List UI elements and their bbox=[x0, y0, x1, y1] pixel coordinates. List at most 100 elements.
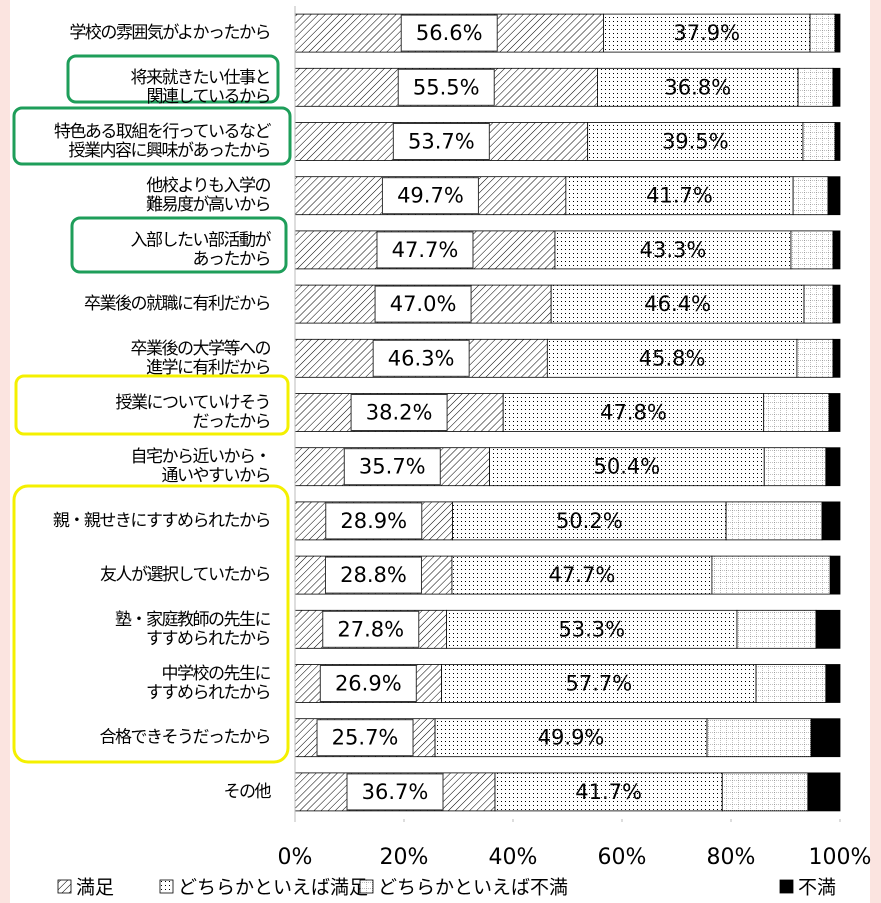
bar-segment bbox=[809, 13, 836, 53]
value-label: 50.2% bbox=[556, 509, 623, 533]
bar-segment bbox=[725, 501, 823, 541]
value-label: 49.9% bbox=[538, 726, 605, 750]
highlight-yellow bbox=[14, 374, 290, 436]
bar-segment bbox=[825, 664, 841, 703]
bar-segment bbox=[446, 609, 738, 649]
bar-segment bbox=[755, 664, 827, 703]
value-label: 47.0% bbox=[390, 292, 457, 316]
highlight-yellow bbox=[12, 484, 290, 764]
category-label: だったから bbox=[193, 412, 271, 432]
bar-segment bbox=[796, 338, 834, 378]
category-label: 通いやすいから bbox=[162, 466, 271, 486]
bar-segment bbox=[807, 772, 841, 812]
bar-segment bbox=[763, 393, 830, 432]
category-label: 授業内容に興味があったから bbox=[69, 141, 271, 161]
x-tick-label: 60% bbox=[598, 845, 647, 870]
bar-segment bbox=[565, 176, 794, 216]
value-label: 25.7% bbox=[332, 726, 399, 750]
category-label: 学校の雰囲気がよかったから bbox=[69, 23, 270, 43]
x-tick-label: 20% bbox=[380, 845, 429, 870]
value-label-box bbox=[350, 394, 448, 431]
legend-swatch bbox=[779, 879, 794, 894]
bar-segment bbox=[815, 609, 841, 649]
bar-segment bbox=[550, 284, 805, 324]
value-label: 47.7% bbox=[392, 238, 459, 262]
value-label: 37.9% bbox=[673, 21, 740, 45]
bar-segment bbox=[587, 122, 804, 161]
category-label: 中学校の先生に bbox=[162, 664, 271, 684]
category-label: 卒業後の大学等への bbox=[131, 339, 271, 359]
value-label: 43.3% bbox=[640, 238, 707, 262]
bar-segment bbox=[546, 338, 798, 378]
category-label: 難易度が高いから bbox=[146, 195, 270, 215]
category-label: 授業についていけそう bbox=[116, 393, 271, 413]
bar-segment bbox=[829, 555, 841, 595]
value-label: 41.7% bbox=[575, 780, 642, 804]
legend-label: どちらかといえば不満 bbox=[378, 877, 568, 899]
value-label-box bbox=[325, 502, 423, 540]
legend-swatch bbox=[57, 879, 72, 894]
bar-segment bbox=[554, 230, 792, 270]
value-label: 38.2% bbox=[366, 401, 433, 425]
bar-segment bbox=[828, 393, 841, 432]
category-label: その他 bbox=[224, 782, 272, 802]
bar-segment bbox=[434, 718, 708, 758]
value-label-box bbox=[322, 610, 420, 648]
bar-segment bbox=[834, 13, 841, 53]
value-label: 46.3% bbox=[388, 346, 455, 370]
category-label: 将来就きたい仕事と bbox=[131, 68, 271, 88]
bar-segment bbox=[792, 176, 829, 216]
x-tick-label: 0% bbox=[278, 845, 313, 870]
category-label: 進学に有利だから bbox=[146, 358, 270, 378]
value-label: 26.9% bbox=[335, 672, 402, 696]
value-label: 50.4% bbox=[594, 455, 661, 479]
value-label-box bbox=[324, 556, 422, 594]
bar-segment bbox=[832, 338, 841, 378]
value-label-box bbox=[343, 448, 441, 486]
bar-segment bbox=[494, 772, 723, 812]
bar-segment bbox=[451, 555, 713, 595]
bar-segment bbox=[810, 718, 841, 758]
value-label-box bbox=[392, 123, 490, 160]
value-label: 56.6% bbox=[416, 21, 483, 45]
category-label: すすめられたから bbox=[146, 629, 270, 649]
value-label-box bbox=[346, 773, 444, 811]
value-label: 49.7% bbox=[397, 184, 464, 208]
category-label: 他校よりも入学の bbox=[146, 176, 270, 196]
category-label: 特色ある取組を行っているなど bbox=[54, 122, 272, 142]
bar-segment bbox=[502, 393, 765, 432]
category-label: すすめられたから bbox=[146, 683, 270, 703]
bar-segment bbox=[827, 176, 841, 216]
category-label: 関連しているから bbox=[147, 87, 271, 107]
category-label: 塾・家庭教師の先生に bbox=[115, 609, 270, 630]
bar-segment bbox=[802, 122, 836, 161]
bar-segment bbox=[832, 67, 841, 107]
value-label: 55.5% bbox=[413, 75, 480, 99]
value-label: 28.8% bbox=[340, 563, 407, 587]
value-label: 53.7% bbox=[408, 130, 475, 154]
bar-segment bbox=[763, 447, 827, 487]
value-label-box bbox=[376, 231, 474, 269]
bar-segment bbox=[832, 284, 841, 324]
category-label: 合格できそうだったから bbox=[100, 728, 271, 748]
value-label: 57.7% bbox=[565, 672, 632, 696]
value-label: 45.8% bbox=[639, 346, 706, 370]
bar-segment bbox=[797, 67, 834, 107]
category-label: あったから bbox=[193, 249, 271, 269]
bar-segment bbox=[706, 718, 812, 758]
value-label-box bbox=[400, 14, 498, 52]
bar-segment bbox=[821, 501, 841, 541]
value-label: 35.7% bbox=[359, 455, 426, 479]
value-label-box bbox=[374, 285, 472, 323]
bar-segment bbox=[489, 447, 765, 487]
legend-swatch bbox=[359, 879, 374, 894]
value-label: 47.8% bbox=[600, 401, 667, 425]
bar-segment bbox=[832, 230, 841, 270]
value-label-box bbox=[316, 719, 414, 757]
legend-label: どちらかといえば満足 bbox=[178, 877, 368, 899]
x-tick-label: 80% bbox=[707, 845, 756, 870]
value-label: 47.7% bbox=[549, 563, 616, 587]
value-label: 53.3% bbox=[558, 617, 625, 641]
